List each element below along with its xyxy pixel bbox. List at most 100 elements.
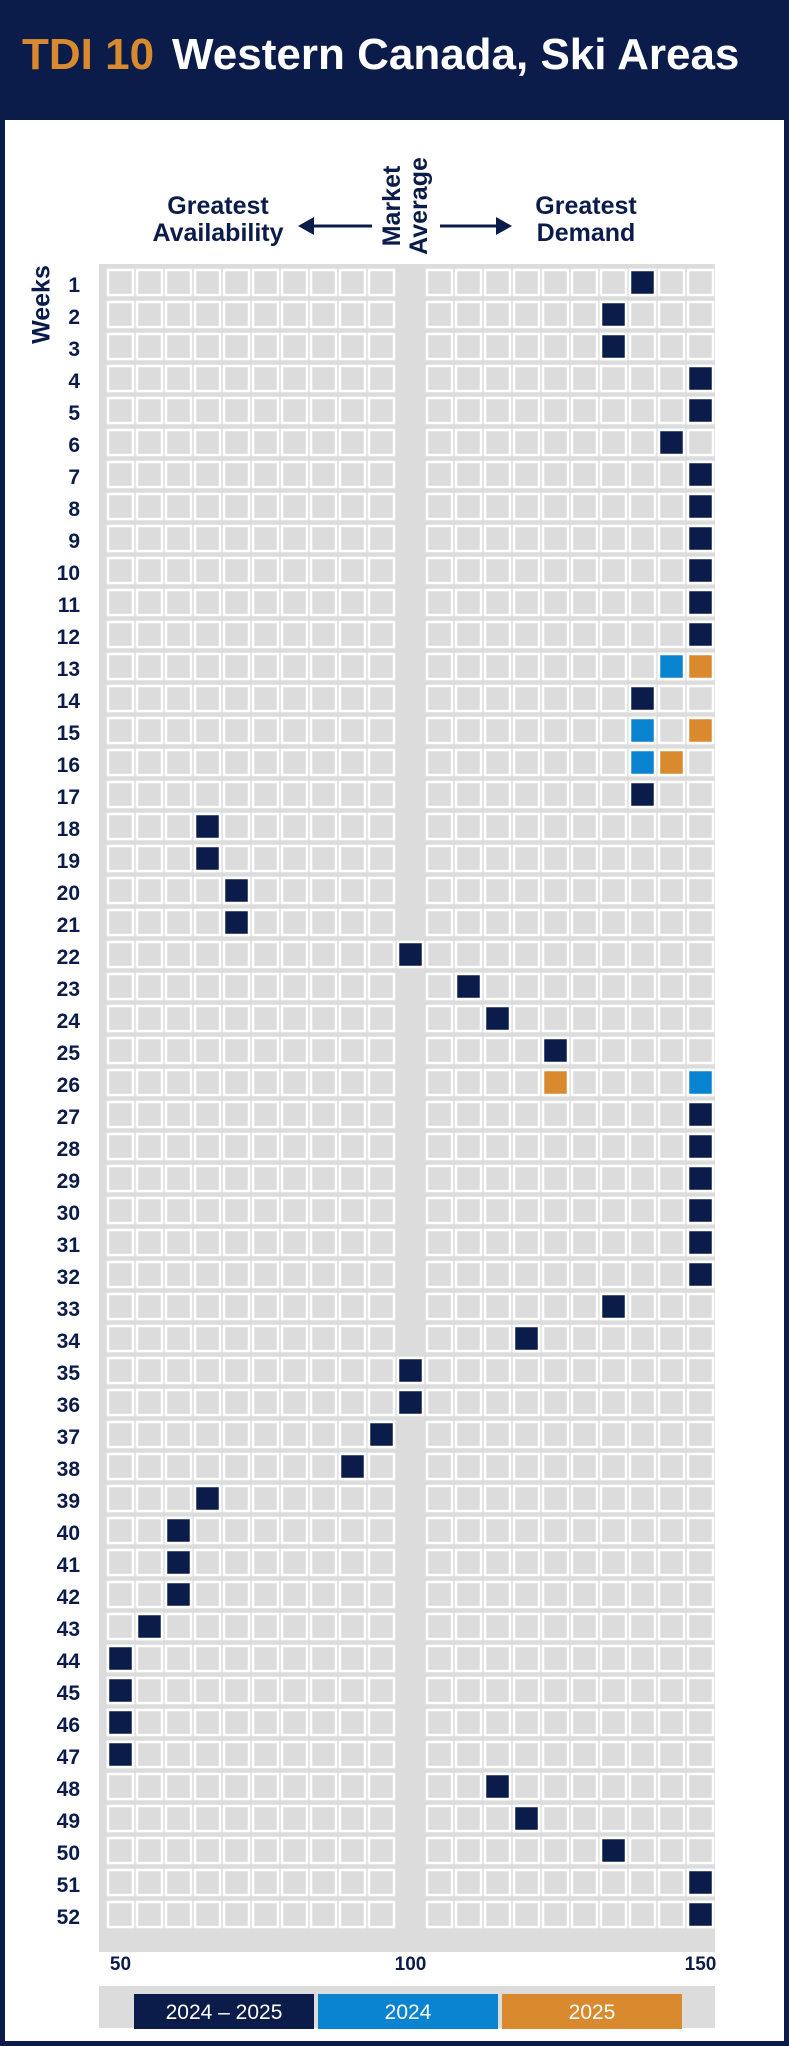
grid-cell [193,1516,222,1545]
data-mark [599,1836,628,1865]
grid-cell [164,1708,193,1737]
grid-cell [338,1740,367,1769]
week-label: 21 [57,914,81,937]
grid-cell [541,1644,570,1673]
grid-cell [367,1196,396,1225]
grid-cell [570,1804,599,1833]
grid-cell [367,684,396,713]
grid-cell [657,1100,686,1129]
grid-cell [686,268,715,297]
grid-cell [454,1900,483,1929]
grid-cell [338,588,367,617]
week-label: 33 [57,1298,80,1321]
grid-cell [367,940,396,969]
grid-cell [135,524,164,553]
grid-cell [657,1548,686,1577]
grid-cell [512,300,541,329]
grid-cell [280,1740,309,1769]
grid-cell [106,1612,135,1641]
grid-cell [599,1196,628,1225]
grid-cell [338,684,367,713]
grid-cell [280,1612,309,1641]
legend-label: 2024 [385,2001,432,2024]
grid-cell [251,1356,280,1385]
grid-cell [135,684,164,713]
grid-cell [106,396,135,425]
grid-cell [541,1548,570,1577]
data-mark [222,876,251,905]
grid-cell [193,1068,222,1097]
data-mark [512,1324,541,1353]
grid-cell [628,1708,657,1737]
week-label: 13 [57,658,80,681]
grid-cell [657,1644,686,1673]
grid-cell [512,428,541,457]
grid-cell [222,364,251,393]
grid-cell [599,1676,628,1705]
grid-cell [164,524,193,553]
grid-cell [541,1868,570,1897]
grid-cell [280,620,309,649]
grid-cell [512,588,541,617]
week-label: 30 [57,1202,80,1225]
grid-cell [367,876,396,905]
grid-cell [599,940,628,969]
grid-cell [106,1772,135,1801]
data-mark [193,1484,222,1513]
week-label: 16 [57,754,80,777]
grid-cell [135,1100,164,1129]
grid-cell [280,1164,309,1193]
grid-cell [425,780,454,809]
grid-cell [628,364,657,393]
grid-cell [135,844,164,873]
grid-cell [599,684,628,713]
grid-cell [367,716,396,745]
grid-cell [686,780,715,809]
grid-cell [280,972,309,1001]
grid-cell [628,332,657,361]
grid-cell [425,428,454,457]
grid-cell [454,1068,483,1097]
grid-cell [193,1836,222,1865]
data-mark [657,748,686,777]
data-mark [483,1772,512,1801]
grid-cell [251,972,280,1001]
grid-cell [135,1004,164,1033]
grid-cell [425,268,454,297]
grid-cell [280,844,309,873]
tdi-tag: TDI 10 [22,30,155,79]
grid-cell [512,1292,541,1321]
grid-cell [251,1068,280,1097]
grid-cell [570,844,599,873]
grid-cell [425,1068,454,1097]
grid-cell [657,620,686,649]
grid-cell [570,1068,599,1097]
data-mark [483,1004,512,1033]
grid-cell [106,1900,135,1929]
grid-cell [541,1388,570,1417]
grid-cell [541,1676,570,1705]
grid-cell [193,1772,222,1801]
data-mark [193,812,222,841]
grid-cell [135,300,164,329]
grid-cell [280,1804,309,1833]
grid-cell [338,1484,367,1513]
grid-cell [686,332,715,361]
week-label: 31 [57,1234,81,1257]
grid-cell [164,1740,193,1769]
grid-cell [338,1676,367,1705]
grid-cell [193,1100,222,1129]
grid-cell [425,1260,454,1289]
grid-cell [570,620,599,649]
grid-cell [599,364,628,393]
grid-cell [512,812,541,841]
grid-cell [193,396,222,425]
data-mark [686,1196,715,1225]
grid-cell [686,1356,715,1385]
grid-cell [280,1548,309,1577]
grid-cell [106,300,135,329]
grid-cell [222,1804,251,1833]
grid-cell [309,1356,338,1385]
grid-cells [106,268,715,1929]
grid-cell [425,620,454,649]
